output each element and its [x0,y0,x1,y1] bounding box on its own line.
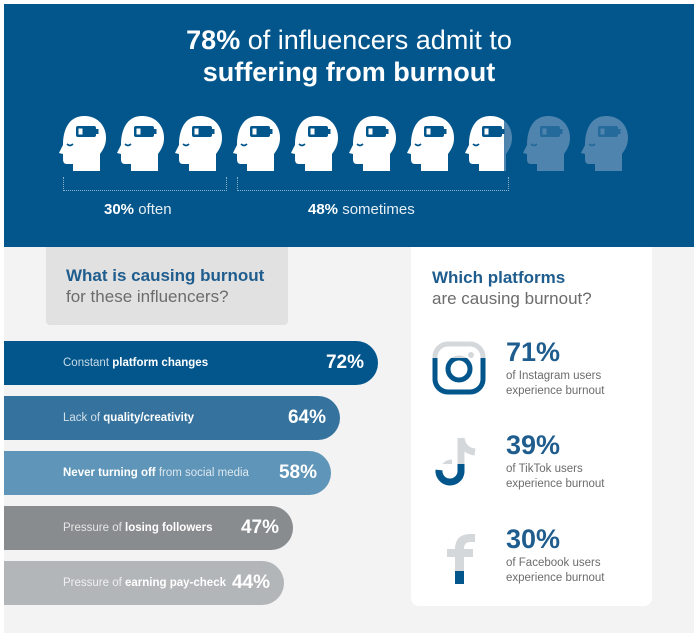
cause-percent: 64% [287,407,326,428]
head-battery-icon [406,114,456,172]
sometimes-text: sometimes [338,201,415,218]
often-text: often [134,201,172,218]
cause-label: Never turning off from social media [63,451,249,495]
tiktok-percent: 39% [506,430,561,460]
cause-label: Pressure of losing followers [63,506,213,550]
causes-heading-box: What is causing burnout for these influe… [46,247,288,325]
cause-bar: Constant platform changes 72% [4,341,378,385]
cause-label-part: earning pay-check [125,577,226,589]
cause-label-part: Never turning off [63,467,156,479]
platform-facebook: 30% of Facebook users experience burnout [431,524,651,598]
platform-tiktok: 39% of TikTok users experience burnout [431,430,651,504]
cause-label-part: Constant [63,357,113,369]
sometimes-bracket [237,177,509,191]
tiktok-icon [431,434,487,490]
headline-percent: 78% [186,25,241,55]
cause-label-part: Lack of [63,412,104,424]
sometimes-percent: 48% [308,201,339,218]
cause-bar: Never turning off from social media 58% [4,451,331,495]
often-percent: 30% [104,201,135,218]
facebook-desc-line1: of Facebook users [506,557,601,569]
platforms-title: Which platforms [432,268,566,287]
instagram-desc-line2: experience burnout [506,385,605,397]
instagram-icon [431,341,487,397]
burnout-pictogram [58,114,658,172]
often-bracket [63,177,227,191]
instagram-percent: 71% [506,337,561,367]
head-battery-icon [232,114,282,172]
instagram-description: of Instagram users experience burnout [506,369,604,399]
platforms-subtitle: are causing burnout? [432,289,592,308]
instagram-desc-line1: of Instagram users [506,370,602,382]
cause-percent: 58% [278,462,317,483]
head-battery-icon [464,114,514,172]
cause-label: Lack of quality/creativity [63,396,194,440]
facebook-icon [431,528,487,584]
tiktok-desc-line1: of TikTok users [506,463,583,475]
head-battery-icon [58,114,108,172]
cause-bar: Pressure of losing followers 47% [4,506,293,550]
headline-line2: suffering from burnout [202,57,496,87]
head-battery-icon [522,114,572,172]
cause-label: Pressure of earning pay-check [63,561,226,605]
head-battery-icon [116,114,166,172]
platform-instagram: 71% of Instagram users experience burnou… [431,337,651,411]
headline: 78% of influencers admit to suffering fr… [4,24,694,88]
cause-label-part: Pressure of [63,577,125,589]
cause-label-part: platform changes [112,357,209,369]
tiktok-desc-line2: experience burnout [506,478,605,490]
cause-percent: 47% [240,517,279,538]
causes-title: What is causing burnout [66,266,265,285]
head-battery-icon [580,114,630,172]
cause-percent: 44% [231,572,270,593]
cause-bar: Pressure of earning pay-check 44% [4,561,284,605]
platforms-card: Which platforms are causing burnout? [411,247,652,606]
sometimes-label: 48% sometimes [308,201,415,218]
facebook-desc-line2: experience burnout [506,572,605,584]
hero-panel: 78% of influencers admit to suffering fr… [4,4,694,247]
head-battery-icon [290,114,340,172]
cause-label-part: from social media [155,467,249,479]
cause-bar: Lack of quality/creativity 64% [4,396,340,440]
tiktok-description: of TikTok users experience burnout [506,462,604,492]
causes-subtitle: for these influencers? [66,287,229,306]
cause-label-part: quality/creativity [103,412,195,424]
facebook-description: of Facebook users experience burnout [506,556,604,586]
cause-label: Constant platform changes [63,341,208,385]
cause-label-part: Pressure of [63,522,125,534]
facebook-percent: 30% [506,524,561,554]
headline-text: of influencers admit to [240,25,512,55]
head-battery-icon [174,114,224,172]
cause-label-part: losing followers [125,522,213,534]
often-label: 30% often [104,201,172,218]
head-battery-icon [348,114,398,172]
cause-percent: 72% [325,352,364,373]
